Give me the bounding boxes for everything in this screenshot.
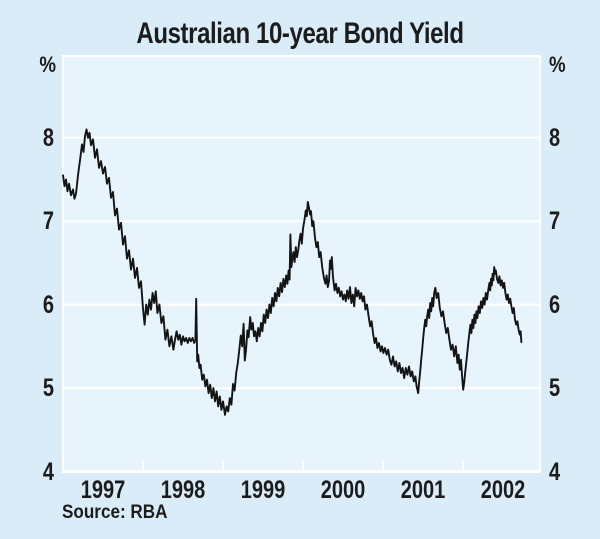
x-tick-label-1997: 1997: [80, 476, 126, 504]
y-tick-label-right-5: 5: [549, 374, 561, 402]
x-tick-label-2000: 2000: [320, 476, 366, 504]
y-tick-label-left-6: 6: [42, 291, 54, 319]
chart-title: Australian 10-year Bond Yield: [136, 17, 464, 50]
y-tick-label-right-7: 7: [549, 207, 561, 235]
x-tick-label-2002: 2002: [480, 476, 526, 504]
x-tick-label-1998: 1998: [160, 476, 206, 504]
bond-yield-line: [62, 128, 523, 416]
y-axis-unit-left: %: [39, 52, 56, 77]
y-tick-label-left-8: 8: [42, 124, 54, 152]
source-note: Source: RBA: [62, 502, 168, 523]
y-tick-label-right-4: 4: [549, 458, 561, 486]
y-tick-label-left-4: 4: [42, 458, 54, 486]
y-tick-label-right-6: 6: [549, 291, 561, 319]
plot-background: [63, 56, 540, 472]
x-tick-label-2001: 2001: [400, 476, 446, 504]
x-tick-label-1999: 1999: [240, 476, 286, 504]
y-tick-label-left-7: 7: [42, 207, 54, 235]
y-axis-unit-right: %: [549, 52, 566, 77]
y-tick-label-right-8: 8: [549, 124, 561, 152]
y-tick-label-left-5: 5: [42, 374, 54, 402]
